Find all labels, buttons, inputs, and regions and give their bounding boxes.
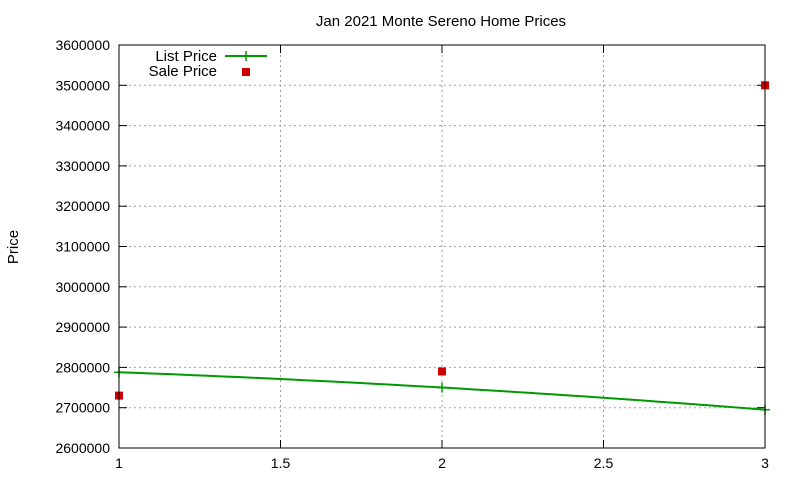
y-tick-label: 3400000 xyxy=(55,118,110,134)
x-tick-label: 2.5 xyxy=(594,455,614,471)
y-tick-label: 3300000 xyxy=(55,158,110,174)
legend-marker-sale-price xyxy=(242,68,250,76)
y-tick-label: 3000000 xyxy=(55,279,110,295)
y-tick-label: 2700000 xyxy=(55,400,110,416)
y-tick-label: 3500000 xyxy=(55,77,110,93)
x-tick-label: 1 xyxy=(115,455,123,471)
x-tick-label: 2 xyxy=(438,455,446,471)
legend-label-sale-price: Sale Price xyxy=(149,63,217,80)
y-tick-label: 3100000 xyxy=(55,239,110,255)
axis-ticks: 2600000 2700000 2800000 2900000 3000000 31000… xyxy=(55,37,769,471)
chart-title: Jan 2021 Monte Sereno Home Prices xyxy=(316,13,566,30)
list-price-point xyxy=(437,382,447,393)
y-tick-label: 2900000 xyxy=(55,319,110,335)
y-axis-label: Price xyxy=(5,230,22,264)
y-tick-label: 2600000 xyxy=(55,440,110,456)
y-tick-label: 3200000 xyxy=(55,198,110,214)
sale-price-point xyxy=(438,367,446,376)
y-tick-label: 3600000 xyxy=(55,37,110,53)
x-tick-label: 3 xyxy=(761,455,769,471)
legend-label-list-price: List Price xyxy=(155,48,217,65)
y-tick-label: 2800000 xyxy=(55,359,110,375)
plot-frame xyxy=(118,44,766,449)
grid xyxy=(119,45,765,448)
x-tick-label: 1.5 xyxy=(271,455,291,471)
